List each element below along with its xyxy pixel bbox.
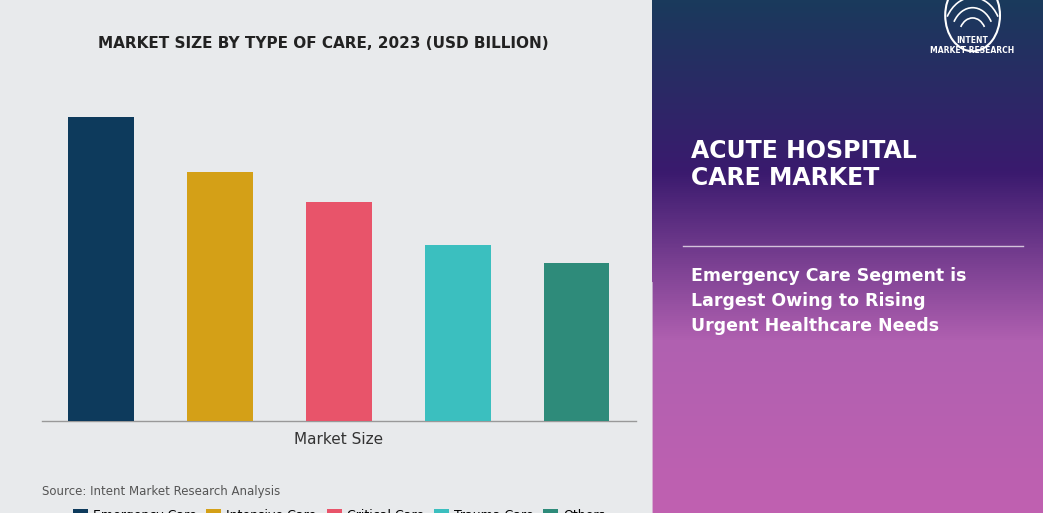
- Bar: [426, 245, 490, 421]
- Bar: [69, 117, 134, 421]
- Text: Source: Intent Market Research Analysis: Source: Intent Market Research Analysis: [42, 485, 280, 498]
- Bar: [307, 202, 371, 421]
- Legend: Emergency Care, Intensive Care, Critical Care, Trauma Care, Others: Emergency Care, Intensive Care, Critical…: [68, 504, 610, 513]
- Polygon shape: [476, 282, 652, 513]
- Text: INTENT
MARKET RESEARCH: INTENT MARKET RESEARCH: [930, 36, 1015, 55]
- Bar: [188, 172, 252, 421]
- Bar: [544, 263, 609, 421]
- X-axis label: Market Size: Market Size: [294, 432, 384, 447]
- Text: ACUTE HOSPITAL
CARE MARKET: ACUTE HOSPITAL CARE MARKET: [690, 139, 917, 190]
- Text: MARKET SIZE BY TYPE OF CARE, 2023 (USD BILLION): MARKET SIZE BY TYPE OF CARE, 2023 (USD B…: [98, 36, 549, 51]
- Text: Emergency Care Segment is
Largest Owing to Rising
Urgent Healthcare Needs: Emergency Care Segment is Largest Owing …: [690, 267, 967, 335]
